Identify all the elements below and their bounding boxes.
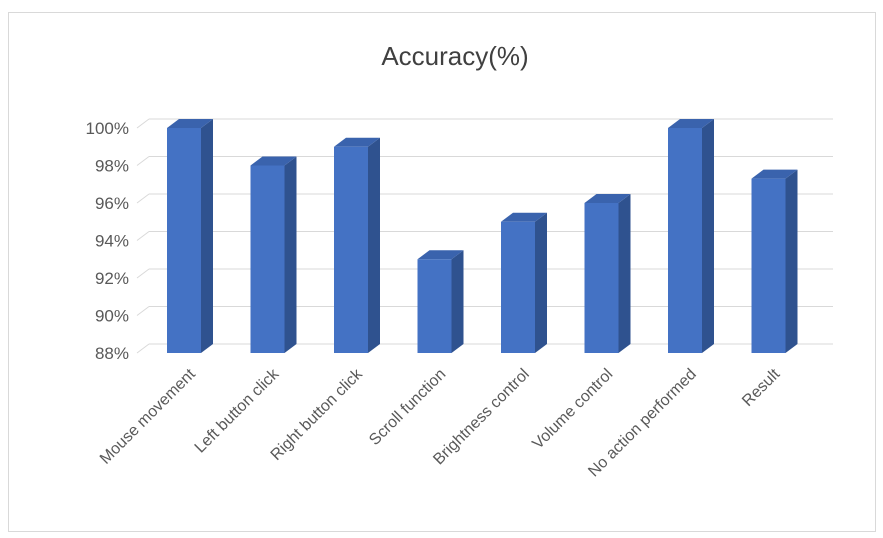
bar-side — [702, 119, 714, 353]
y-tick-label: 90% — [95, 307, 129, 326]
bar-side — [368, 137, 380, 353]
chart-area: Accuracy(%) 88% 90% 92% 94% 96% 98% 100% Mouse… — [8, 12, 876, 532]
bar-side — [785, 169, 798, 353]
chart-title: Accuracy(%) — [381, 41, 528, 71]
bar-front — [334, 146, 368, 353]
bar-front — [167, 128, 201, 353]
y-tick-label: 94% — [95, 232, 129, 251]
x-category-label: Left button click — [192, 365, 283, 456]
gridline-depth — [136, 156, 150, 166]
bar-side — [618, 194, 631, 353]
bar-top — [668, 119, 714, 128]
gridline-depth — [136, 268, 150, 279]
x-category-label: Scroll function — [366, 366, 449, 449]
bar — [668, 119, 714, 353]
bar — [584, 194, 631, 353]
bar-front — [417, 259, 452, 353]
bar-top — [584, 194, 631, 203]
bar-top — [250, 156, 297, 166]
bar — [334, 137, 380, 353]
bar-top — [334, 137, 380, 147]
gridline-depth — [136, 118, 150, 129]
gridline-depth — [136, 306, 150, 316]
bar-front — [501, 221, 535, 353]
gridline-depth — [136, 343, 150, 354]
bar-side — [535, 212, 547, 353]
y-tick-label: 88% — [95, 344, 129, 363]
bar-top — [167, 119, 213, 128]
gridline-depth — [136, 231, 150, 241]
bar-side — [284, 156, 297, 353]
bar-top — [501, 212, 547, 222]
bars — [167, 119, 798, 353]
x-category-label: Mouse movement — [97, 365, 199, 467]
bar-front — [250, 165, 285, 353]
bar-side — [201, 119, 213, 353]
bar-front — [584, 203, 619, 353]
bar-front — [751, 178, 786, 353]
bar-chart: Accuracy(%) 88% 90% 92% 94% 96% 98% 100% Mouse… — [86, 41, 833, 480]
bar — [501, 212, 547, 353]
x-category-label: Result — [739, 365, 783, 409]
y-tick-label: 96% — [95, 194, 129, 213]
y-axis-ticks: 88% 90% 92% 94% 96% 98% 100% — [86, 119, 129, 363]
bar — [417, 250, 464, 353]
gridlines — [136, 118, 833, 354]
bar-top — [751, 169, 798, 179]
x-category-label: Right button click — [268, 365, 367, 464]
gridline-depth — [136, 193, 150, 204]
bar — [250, 156, 297, 353]
bar-side — [451, 250, 464, 353]
x-category-label: Volume control — [529, 366, 616, 453]
bar-front — [668, 128, 702, 353]
y-tick-label: 98% — [95, 157, 129, 176]
bar — [167, 119, 213, 353]
bar — [751, 169, 798, 353]
bar-top — [417, 250, 464, 260]
y-tick-label: 92% — [95, 269, 129, 288]
y-tick-label: 100% — [86, 119, 129, 138]
